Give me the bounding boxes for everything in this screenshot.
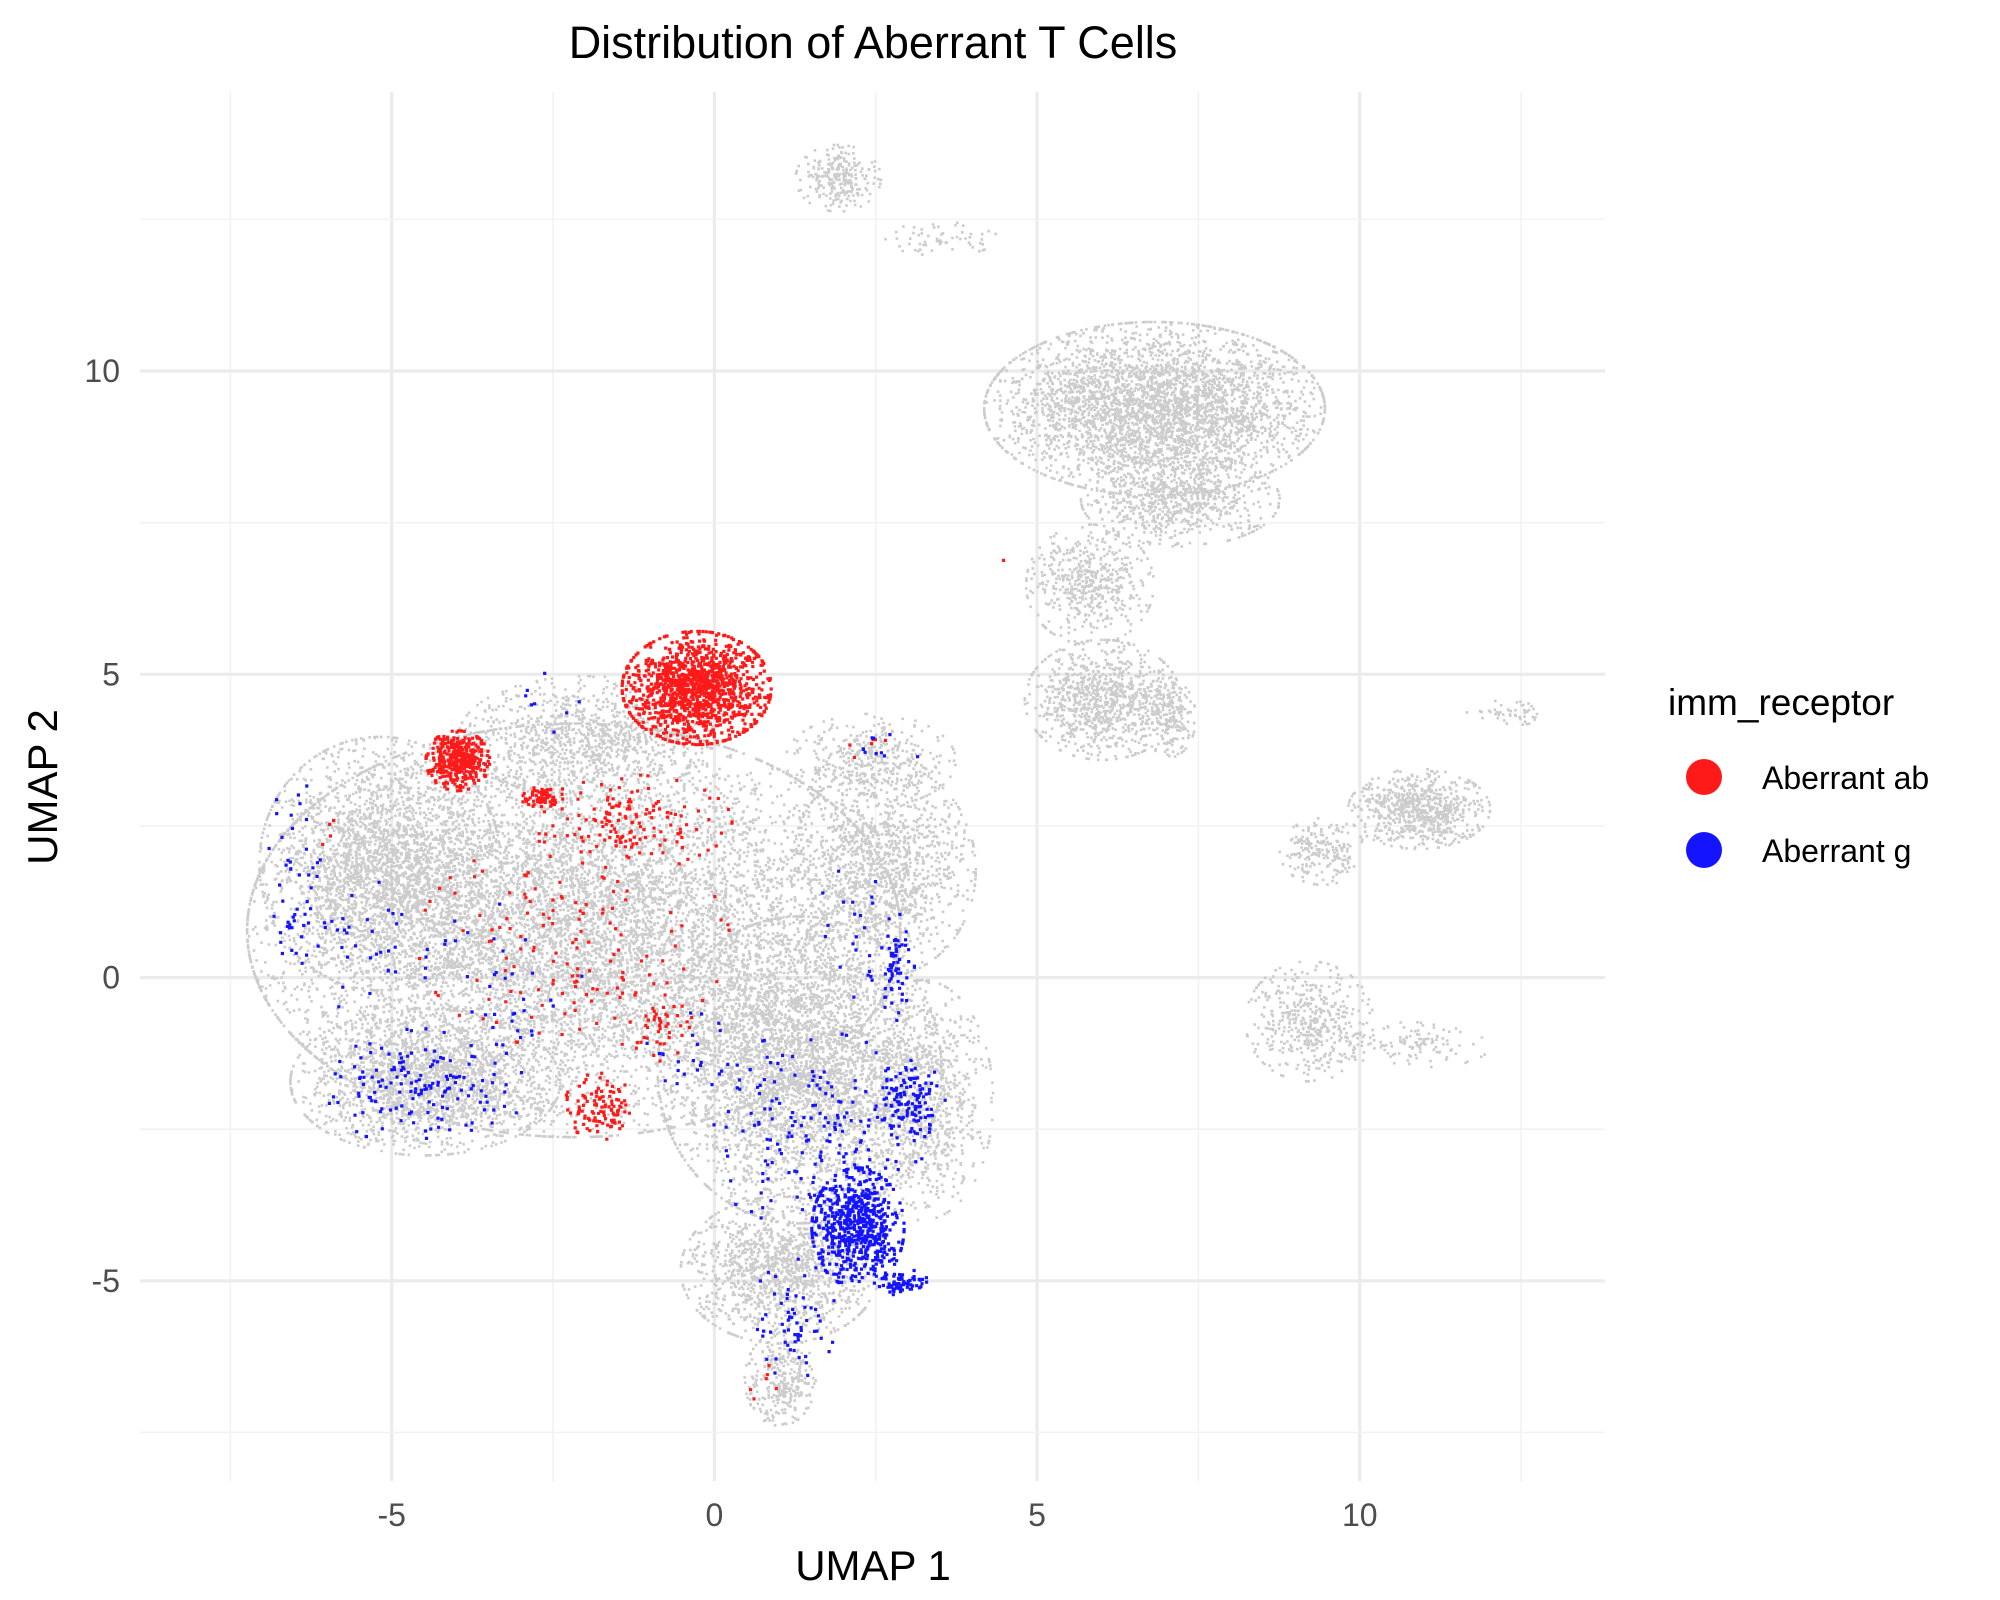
x-tick-label: 5: [1028, 1497, 1046, 1533]
legend-label-aberrant-g: Aberrant g: [1762, 833, 1911, 869]
legend-item-aberrant-g: Aberrant g: [1686, 832, 1911, 869]
aberrant-cell-series: [267, 558, 1006, 1401]
background-cells: [245, 143, 1539, 1427]
x-tick-label: -5: [377, 1497, 405, 1533]
y-tick-label: -5: [92, 1263, 120, 1299]
y-axis-title: UMAP 2: [19, 709, 66, 865]
axis-ticks: -5 0 5 10 -5 0 5 10: [84, 353, 1377, 1533]
legend-item-aberrant-ab: Aberrant ab: [1686, 759, 1929, 796]
legend-title: imm_receptor: [1668, 682, 1894, 723]
legend-key-aberrant-g: [1686, 832, 1722, 868]
y-tick-label: 10: [84, 353, 120, 389]
chart-title: Distribution of Aberrant T Cells: [569, 17, 1178, 68]
y-tick-label: 0: [102, 960, 120, 996]
x-tick-label: 10: [1342, 1497, 1378, 1533]
background-cell-points: [245, 143, 1539, 1427]
y-tick-label: 5: [102, 656, 120, 692]
legend-label-aberrant-ab: Aberrant ab: [1762, 760, 1929, 796]
x-axis-title: UMAP 1: [795, 1542, 951, 1589]
legend: imm_receptor Aberrant ab Aberrant g: [1668, 682, 1929, 869]
x-tick-label: 0: [705, 1497, 723, 1533]
legend-key-aberrant-ab: [1686, 759, 1722, 795]
